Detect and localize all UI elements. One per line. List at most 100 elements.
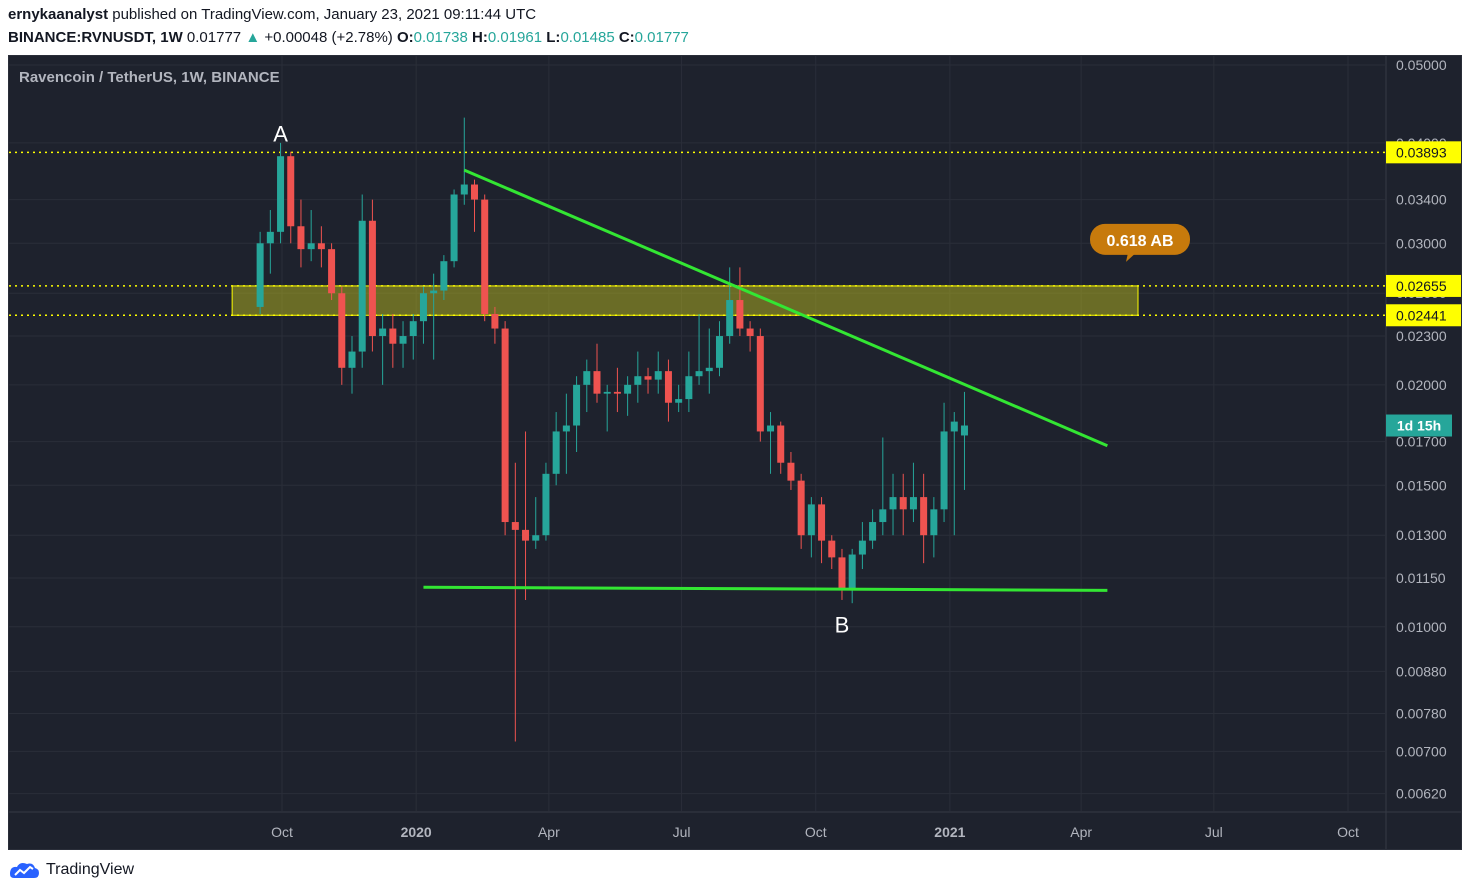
candle-body-up xyxy=(450,194,458,262)
candle-body-up xyxy=(634,376,642,385)
candle-body-up xyxy=(603,391,611,394)
chart-frame[interactable] xyxy=(8,55,1462,850)
time-tick-label: Oct xyxy=(805,824,827,840)
callout-pointer xyxy=(1126,252,1137,262)
candle-body-down xyxy=(899,497,907,510)
candle-body-up xyxy=(889,497,897,510)
symbol: BINANCE:RVNUSDT, 1W xyxy=(8,29,183,46)
candle-body-up xyxy=(307,243,315,250)
candle-body-up xyxy=(256,243,264,307)
candle-body-up xyxy=(379,328,387,337)
candle-body-down xyxy=(501,328,509,523)
candle-body-down xyxy=(920,497,928,536)
candle-body-down xyxy=(746,328,754,337)
candle-body-up xyxy=(348,351,356,368)
high-value: 0.01961 xyxy=(487,29,543,46)
price-tick-label: 0.03000 xyxy=(1396,235,1447,251)
callout-bubble xyxy=(1090,223,1191,255)
published-text: published on TradingView.com, January 23… xyxy=(112,6,537,23)
candle-body-down xyxy=(593,371,601,394)
chart-title: Ravencoin / TetherUS, 1W, BINANCE xyxy=(19,69,280,86)
price-level-tag xyxy=(1386,304,1461,327)
candle-body-up xyxy=(960,425,968,436)
brand-text: TradingView xyxy=(46,861,135,878)
price-tick-label: 0.05000 xyxy=(1396,57,1447,73)
price-tick-label: 0.02000 xyxy=(1396,377,1447,393)
candle-body-down xyxy=(389,328,397,344)
candle-body-up xyxy=(869,522,877,541)
price-level-tag-label: 0.03893 xyxy=(1396,144,1447,160)
candle-body-up xyxy=(266,231,274,244)
candle-body-down xyxy=(481,199,489,314)
candle-body-up xyxy=(909,497,917,510)
time-tick-label: Oct xyxy=(271,824,293,840)
price-tick-label: 0.01500 xyxy=(1396,477,1447,493)
price-level-tag xyxy=(1386,141,1461,164)
time-tick-label: 2021 xyxy=(934,824,965,840)
candle-body-down xyxy=(664,371,672,403)
candle-body-down xyxy=(338,293,346,368)
candle-body-down xyxy=(797,480,805,536)
candle-body-down xyxy=(644,376,652,380)
footer-brand[interactable]: TradingView xyxy=(8,860,134,880)
annotations: A B 0.618 AB xyxy=(273,122,1191,637)
close-value: 0.01777 xyxy=(634,29,689,46)
countdown-tag xyxy=(1386,414,1452,437)
candle-body-up xyxy=(277,156,285,232)
price-tick-label: 0.00780 xyxy=(1396,706,1447,722)
tradingview-logo-icon xyxy=(10,863,39,878)
trendlines[interactable] xyxy=(423,168,1108,592)
candle-body-up xyxy=(767,425,775,432)
candle-body-down xyxy=(828,540,836,558)
point-label: A xyxy=(273,122,288,147)
price-tick-label: 0.00620 xyxy=(1396,786,1447,802)
price-tick-label: 0.00880 xyxy=(1396,663,1447,679)
candle-body-down xyxy=(317,243,325,250)
candle-body-up xyxy=(726,300,734,337)
candle-body-down xyxy=(522,529,530,541)
candle-body-up xyxy=(409,321,417,337)
candle-body-up xyxy=(715,336,723,368)
candle-body-down xyxy=(328,249,336,294)
candle-body-up xyxy=(685,376,693,400)
candle-body-up xyxy=(573,384,581,426)
time-tick-label: Jul xyxy=(1205,824,1223,840)
level-lines xyxy=(9,151,1385,317)
candle-body-down xyxy=(491,313,499,329)
candle-body-down xyxy=(368,220,376,337)
price-tick-label: 0.00700 xyxy=(1396,743,1447,759)
candle-body-up xyxy=(562,425,570,432)
candle-body-up xyxy=(542,473,550,536)
price-level-tag xyxy=(1386,274,1461,297)
time-axis[interactable]: Oct 2020 Apr Jul Oct 2021 Apr Jul Oct xyxy=(271,824,1359,840)
trendline xyxy=(423,585,1108,592)
countdown-label: 1d 15h xyxy=(1397,418,1441,434)
price-change: +0.00048 (+2.78%) xyxy=(264,29,393,46)
candle-body-down xyxy=(818,504,826,541)
open-value: 0.01738 xyxy=(413,29,468,46)
time-tick-label: Oct xyxy=(1337,824,1359,840)
trendline xyxy=(463,168,1108,448)
price-tick-label: 0.03400 xyxy=(1396,192,1447,208)
price-level-tag-label: 0.02441 xyxy=(1396,307,1447,323)
price-axis[interactable]: 0.050000.040000.034000.030000.026000.023… xyxy=(1386,57,1461,802)
candle-body-down xyxy=(777,425,785,463)
low-label: L: xyxy=(546,29,561,46)
price-tick-label: 0.01150 xyxy=(1396,570,1446,586)
candle-body-up xyxy=(695,371,703,377)
point-label: B xyxy=(835,612,850,637)
author: ernykaanalyst xyxy=(8,6,109,23)
time-tick-label: Apr xyxy=(1070,824,1092,840)
candle-body-up xyxy=(552,431,560,474)
candle-body-up xyxy=(430,290,438,294)
candle-body-up xyxy=(950,421,958,432)
candle-body-down xyxy=(736,300,744,329)
open-label: O: xyxy=(396,29,414,46)
high-label: H: xyxy=(472,29,488,46)
candle-body-up xyxy=(940,431,948,510)
candle-body-up xyxy=(930,509,938,536)
candle-body-down xyxy=(297,226,305,250)
candle-body-up xyxy=(532,535,540,541)
up-arrow-icon: ▲ xyxy=(245,29,261,46)
